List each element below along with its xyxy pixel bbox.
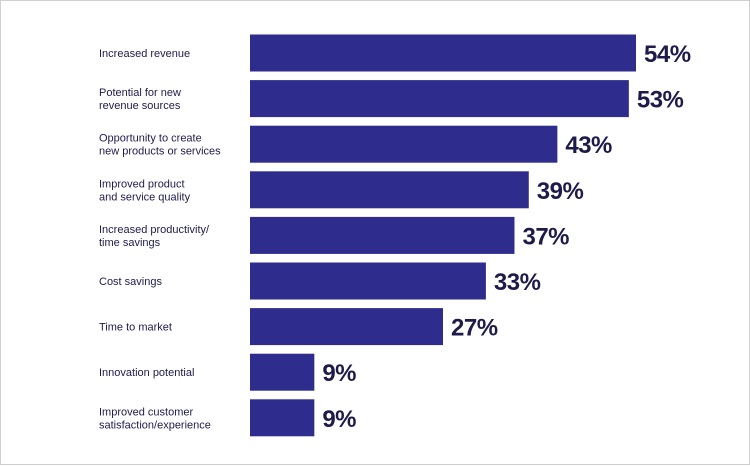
bar — [250, 80, 629, 118]
category-label-line: time savings — [99, 237, 161, 249]
bar — [250, 308, 443, 346]
category-label: Improved customer satisfaction/experience — [99, 406, 211, 431]
value-label: 27% — [451, 315, 498, 342]
bar — [250, 125, 558, 163]
category-label-line: new products or services — [99, 146, 221, 158]
value-label: 37% — [522, 223, 569, 250]
bar — [250, 171, 529, 209]
bar — [250, 216, 515, 254]
category-label-line: Potential for new — [99, 87, 181, 99]
category-label-line: Innovation potential — [99, 367, 194, 379]
category-label: Potential for new revenue sources — [99, 87, 181, 112]
category-label-line: Opportunity to create — [99, 133, 202, 145]
value-label: 33% — [494, 269, 541, 296]
value-label: 53% — [637, 87, 684, 114]
category-label: Cost savings — [99, 276, 162, 288]
value-label: 9% — [322, 406, 356, 433]
category-label-line: Increased productivity/ — [99, 224, 210, 236]
category-label-line: Improved customer — [99, 406, 193, 418]
category-label: Opportunity to create new products or ser… — [99, 133, 221, 158]
category-label-line: Increased revenue — [99, 48, 190, 60]
category-label-line: and service quality — [99, 191, 191, 203]
value-label: 39% — [537, 178, 584, 205]
category-label: Time to market — [99, 322, 172, 334]
value-label: 43% — [565, 132, 612, 159]
category-label-line: revenue sources — [99, 100, 181, 112]
category-label: Improved product and service quality — [99, 178, 191, 203]
value-label: 9% — [322, 360, 356, 387]
bar — [250, 34, 636, 72]
bar — [250, 262, 486, 300]
bar — [250, 399, 315, 437]
value-label: 54% — [644, 41, 691, 68]
category-label: Increased revenue — [99, 48, 190, 60]
category-label: Increased productivity/time savings — [99, 224, 210, 249]
category-label-line: Improved product — [99, 178, 185, 190]
category-label-line: satisfaction/experience — [99, 419, 211, 431]
category-label: Innovation potential — [99, 367, 194, 379]
bar — [250, 353, 315, 391]
category-label-line: Cost savings — [99, 276, 162, 288]
category-label-line: Time to market — [99, 322, 172, 334]
